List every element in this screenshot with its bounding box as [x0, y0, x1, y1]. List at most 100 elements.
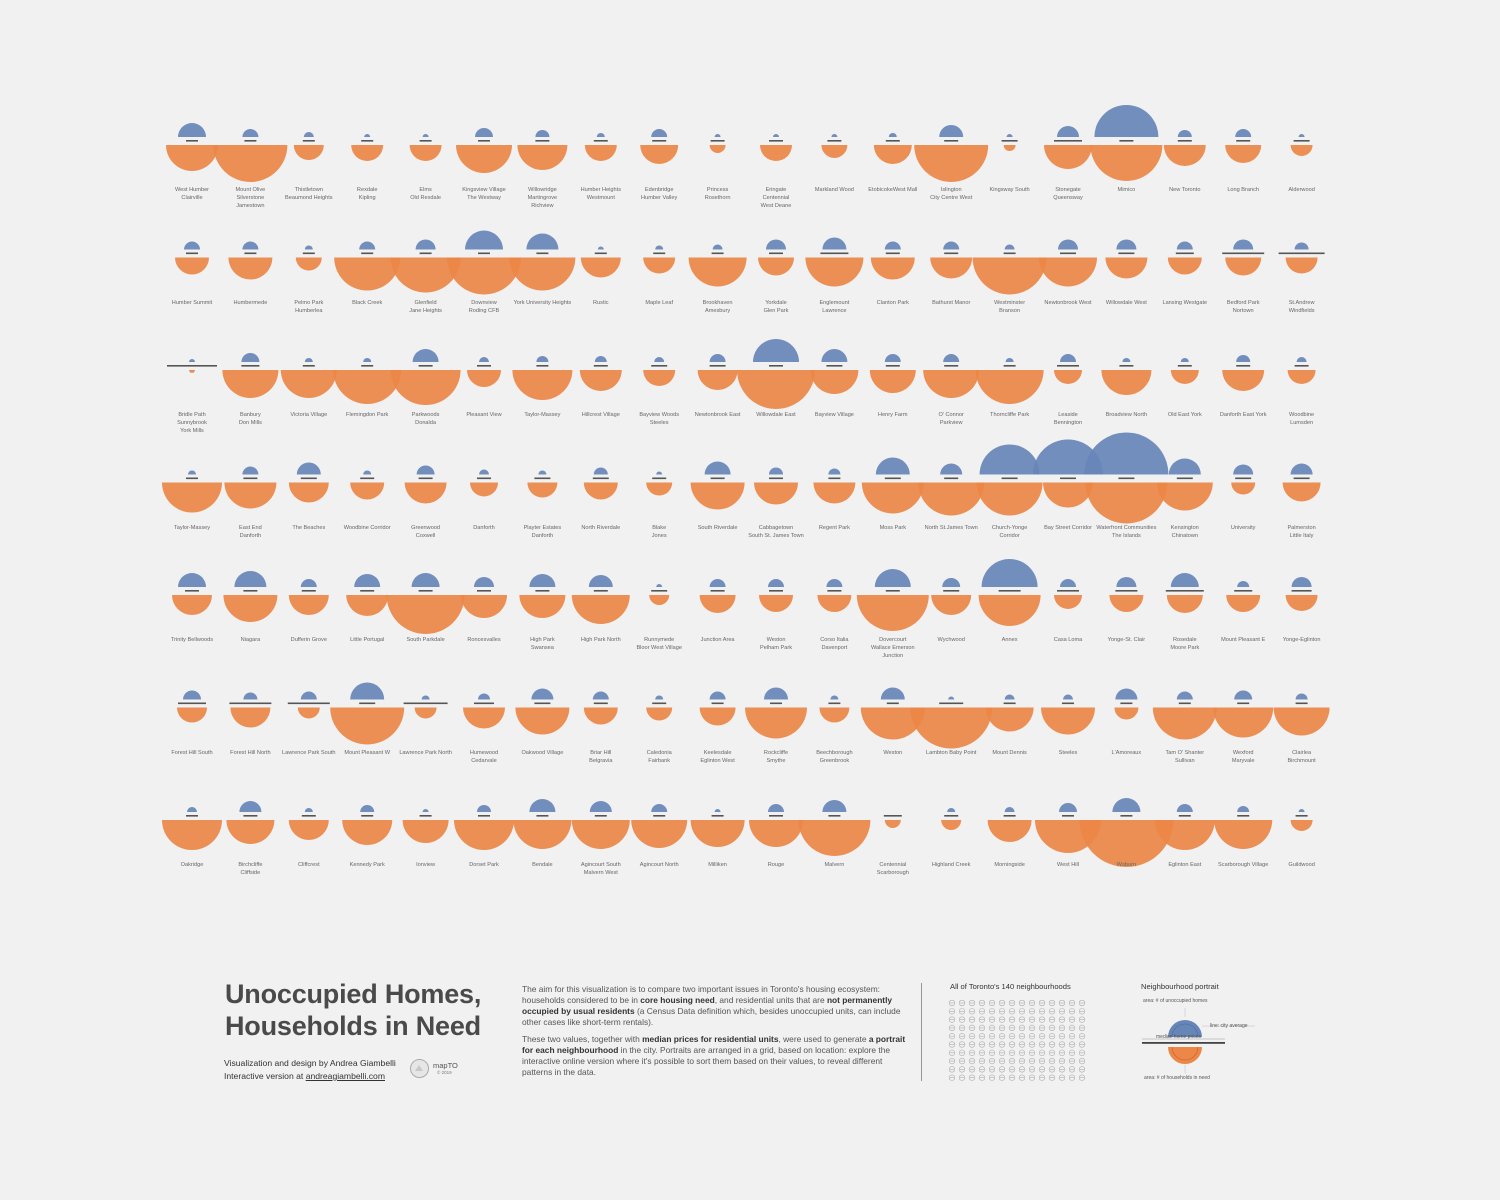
neighbourhood-portrait[interactable] — [463, 693, 505, 729]
neighbourhood-portrait[interactable] — [643, 357, 676, 386]
neighbourhood-portrait[interactable] — [1282, 463, 1321, 502]
neighbourhood-portrait[interactable] — [571, 801, 630, 849]
neighbourhood-portrait[interactable] — [509, 233, 576, 291]
neighbourhood-portrait[interactable] — [226, 801, 275, 844]
neighbourhood-portrait[interactable] — [1231, 464, 1256, 495]
neighbourhood-portrait[interactable] — [1039, 239, 1097, 287]
neighbourhood-portrait[interactable] — [931, 578, 972, 615]
neighbourhood-portrait[interactable] — [975, 358, 1044, 404]
neighbourhood-portrait[interactable] — [584, 133, 617, 161]
neighbourhood-portrait[interactable] — [583, 467, 618, 500]
neighbourhood-portrait[interactable] — [527, 470, 558, 498]
neighbourhood-portrait[interactable] — [819, 695, 850, 723]
neighbourhood-portrait[interactable] — [1152, 691, 1217, 740]
neighbourhood-portrait[interactable] — [402, 809, 449, 844]
neighbourhood-portrait[interactable] — [709, 134, 726, 153]
neighbourhood-portrait[interactable] — [224, 466, 277, 509]
neighbourhood-portrait[interactable] — [1225, 129, 1262, 163]
neighbourhood-portrait[interactable] — [649, 584, 670, 605]
neighbourhood-portrait[interactable] — [805, 237, 864, 287]
neighbourhood-portrait[interactable] — [513, 799, 572, 849]
neighbourhood-portrait[interactable] — [172, 573, 212, 615]
neighbourhood-portrait[interactable] — [1044, 126, 1092, 169]
neighbourhood-portrait[interactable] — [403, 695, 448, 719]
neighbourhood-portrait[interactable] — [467, 357, 501, 387]
neighbourhood-portrait[interactable] — [640, 129, 679, 164]
neighbourhood-portrait[interactable] — [1165, 573, 1204, 613]
neighbourhood-portrait[interactable] — [817, 579, 852, 612]
neighbourhood-portrait[interactable] — [930, 241, 973, 279]
neighbourhood-portrait[interactable] — [228, 241, 273, 280]
neighbourhood-portrait[interactable] — [1109, 577, 1144, 612]
neighbourhood-portrait[interactable] — [223, 571, 278, 622]
neighbourhood-portrait[interactable] — [1041, 694, 1095, 735]
neighbourhood-portrait[interactable] — [821, 134, 848, 158]
neighbourhood-portrait[interactable] — [1001, 134, 1018, 151]
neighbourhood-portrait[interactable] — [454, 805, 514, 850]
neighbourhood-portrait[interactable] — [1101, 358, 1152, 395]
neighbourhood-portrait[interactable] — [760, 134, 792, 161]
neighbourhood-portrait[interactable] — [447, 230, 521, 295]
neighbourhood-portrait[interactable] — [293, 132, 324, 160]
neighbourhood-portrait[interactable] — [643, 245, 676, 274]
neighbourhood-portrait[interactable] — [166, 123, 218, 171]
neighbourhood-portrait[interactable] — [697, 354, 738, 390]
neighbourhood-portrait[interactable] — [213, 129, 288, 182]
neighbourhood-portrait[interactable] — [1170, 358, 1199, 384]
neighbourhood-portrait[interactable] — [162, 807, 222, 850]
neighbourhood-portrait[interactable] — [1278, 242, 1325, 274]
neighbourhood-portrait[interactable] — [749, 804, 803, 847]
neighbourhood-portrait[interactable] — [699, 579, 736, 613]
neighbourhood-portrait[interactable] — [1054, 579, 1082, 609]
neighbourhood-portrait[interactable] — [1222, 239, 1265, 276]
neighbourhood-portrait[interactable] — [1290, 134, 1313, 157]
neighbourhood-portrait[interactable] — [690, 809, 745, 847]
neighbourhood-portrait[interactable] — [512, 356, 573, 401]
neighbourhood-portrait[interactable] — [288, 462, 329, 503]
neighbourhood-portrait[interactable] — [923, 354, 980, 398]
neighbourhood-portrait[interactable] — [280, 358, 337, 398]
neighbourhood-portrait[interactable] — [1287, 357, 1316, 384]
neighbourhood-portrait[interactable] — [175, 241, 209, 275]
neighbourhood-portrait[interactable] — [860, 687, 925, 740]
neighbourhood-portrait[interactable] — [288, 808, 329, 840]
neighbourhood-portrait[interactable] — [519, 574, 566, 618]
neighbourhood-portrait[interactable] — [351, 134, 384, 161]
neighbourhood-portrait[interactable] — [579, 356, 622, 391]
neighbourhood-portrait[interactable] — [985, 694, 1034, 732]
neighbourhood-portrait[interactable] — [976, 444, 1043, 516]
neighbourhood-portrait[interactable] — [350, 470, 385, 500]
neighbourhood-portrait[interactable] — [1114, 688, 1139, 720]
neighbourhood-portrait[interactable] — [861, 457, 924, 514]
neighbourhood-portrait[interactable] — [910, 696, 993, 749]
neighbourhood-portrait[interactable] — [1273, 693, 1330, 736]
neighbourhood-portrait[interactable] — [1105, 239, 1148, 279]
neighbourhood-portrait[interactable] — [229, 692, 272, 728]
neighbourhood-portrait[interactable] — [1156, 458, 1213, 511]
neighbourhood-portrait[interactable] — [873, 133, 912, 164]
neighbourhood-portrait[interactable] — [409, 134, 442, 161]
neighbourhood-portrait[interactable] — [883, 815, 902, 828]
neighbourhood-portrait[interactable] — [390, 349, 461, 405]
neighbourhood-portrait[interactable] — [646, 471, 673, 496]
neighbourhood-portrait[interactable] — [745, 687, 807, 739]
neighbourhood-portrait[interactable] — [1163, 130, 1206, 166]
neighbourhood-portrait[interactable] — [810, 349, 859, 395]
neighbourhood-portrait[interactable] — [287, 691, 330, 719]
neighbourhood-portrait[interactable] — [390, 239, 461, 293]
neighbourhood-portrait[interactable] — [759, 579, 793, 612]
neighbourhood-portrait[interactable] — [346, 574, 389, 616]
neighbourhood-portrait[interactable] — [580, 246, 621, 278]
neighbourhood-portrait[interactable] — [517, 130, 568, 170]
neighbourhood-portrait[interactable] — [342, 805, 393, 845]
neighbourhood-portrait[interactable] — [386, 573, 465, 634]
neighbourhood-portrait[interactable] — [631, 804, 688, 848]
neighbourhood-portrait[interactable] — [162, 470, 222, 513]
neighbourhood-portrait[interactable] — [330, 682, 405, 745]
neighbourhood-portrait[interactable] — [456, 128, 512, 173]
neighbourhood-portrait[interactable] — [1079, 798, 1174, 867]
neighbourhood-portrait[interactable] — [222, 353, 279, 398]
neighbourhood-portrait[interactable] — [1054, 354, 1082, 384]
neighbourhood-portrait[interactable] — [646, 695, 673, 721]
neighbourhood-portrait[interactable] — [461, 577, 507, 618]
